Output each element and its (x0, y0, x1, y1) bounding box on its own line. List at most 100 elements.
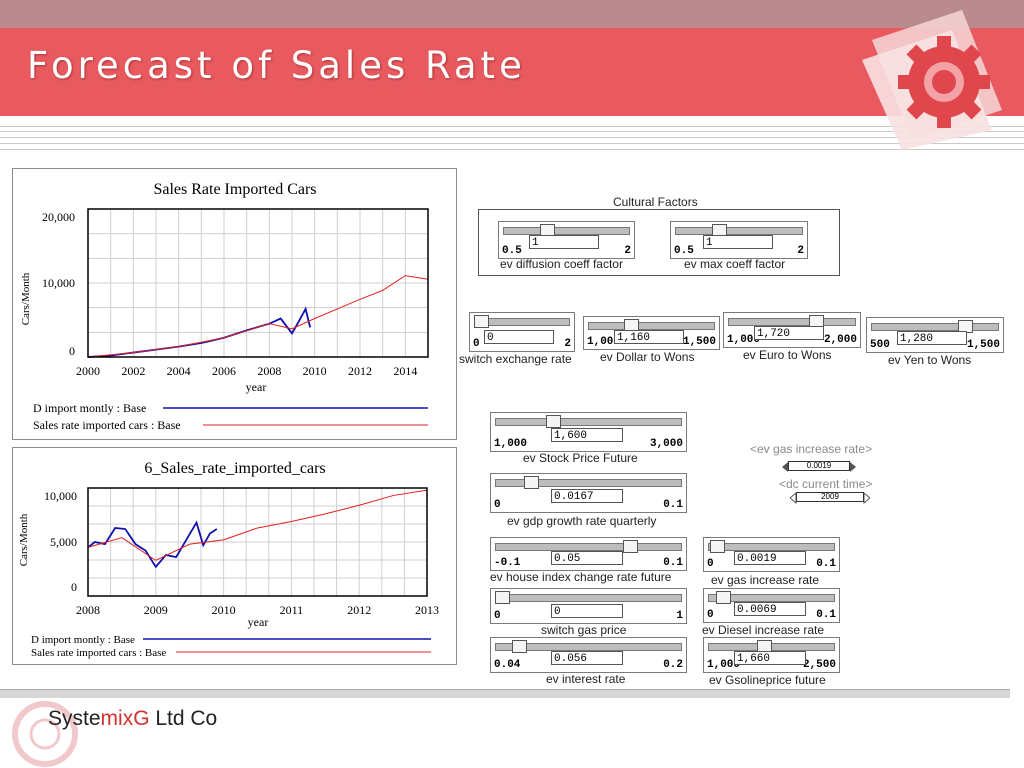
gauge-value: 0.0019 (788, 461, 850, 471)
slider-min: 1,000 (494, 438, 528, 450)
slider-value-input[interactable]: 0.056 (551, 651, 623, 665)
slider-label: ev Diesel increase rate (702, 623, 825, 637)
divider (0, 143, 1024, 144)
slider-thumb[interactable] (495, 591, 510, 604)
slider-house[interactable]: -0.1 0.1 0.05 (490, 537, 687, 571)
chart-panel-2: 6_Sales_rate_imported_cars Cars/Month ye… (12, 447, 457, 665)
slider-value-input[interactable]: 0 (551, 604, 623, 618)
company-logo: SystemixG Ltd Co (48, 707, 217, 731)
logo-text: Ltd Co (149, 707, 218, 730)
slider-value-input[interactable]: 1,600 (551, 428, 623, 442)
x-tick-label: 2012 (347, 603, 371, 617)
slider-thumb[interactable] (546, 415, 562, 428)
y-tick-label: 10,000 (44, 489, 77, 503)
series-line (87, 489, 428, 561)
slider-track[interactable] (495, 594, 682, 602)
slider-max: 1 (676, 610, 683, 622)
series-line (87, 275, 429, 358)
slider-value-input[interactable]: 0.0167 (551, 489, 623, 503)
slider-value-input[interactable]: 0 (484, 330, 554, 344)
slider-thumb[interactable] (623, 540, 639, 553)
slider-min: -0.1 (494, 557, 521, 569)
slider-thumb[interactable] (710, 540, 726, 553)
plot-frame (87, 487, 428, 597)
slider-gasinc[interactable]: 0 0.1 0.0019 (703, 537, 840, 572)
y-tick-label: 20,000 (42, 210, 75, 224)
cultural-factors-title: Cultural Factors (613, 195, 698, 209)
slider-track[interactable] (871, 323, 999, 331)
legend-label: D import montly : Base (31, 634, 135, 646)
slider-diesel[interactable]: 0 0.1 0.0069 (703, 588, 840, 623)
gauge-gas-increase: 0.0019 (782, 460, 856, 472)
slider-track[interactable] (495, 479, 682, 487)
slider-switch-gas[interactable]: 0 1 0 (490, 588, 687, 624)
slider-track[interactable] (675, 227, 803, 235)
legend-label: Sales rate imported cars : Base (33, 418, 181, 432)
slider-label: ev Euro to Wons (743, 348, 832, 362)
slider-value-input[interactable]: 1,720 (754, 326, 824, 340)
slider-gsoline[interactable]: 1,000 2,500 1,660 (703, 637, 840, 673)
slider-euro[interactable]: 1,000 2,000 1,720 (723, 312, 861, 348)
slider-min: 0 (494, 610, 501, 622)
slider-thumb[interactable] (524, 476, 540, 489)
slider-gdp[interactable]: 0 0.1 0.0167 (490, 473, 687, 513)
slider-track[interactable] (495, 643, 682, 651)
slider-max: 2,000 (823, 334, 857, 346)
y-axis-label: Cars/Month (20, 272, 32, 325)
slider-thumb[interactable] (512, 640, 528, 653)
slider-thumb[interactable] (474, 315, 489, 328)
scrollbar[interactable] (0, 689, 1010, 698)
slider-max: 0.2 (663, 659, 683, 671)
y-tick-label: 0 (71, 580, 77, 594)
slider-min: 1,000 (707, 659, 741, 671)
slider-max: 0.1 (663, 499, 683, 511)
slider-yen[interactable]: 500 1,500 1,280 (866, 317, 1004, 353)
slider-track[interactable] (708, 594, 835, 602)
chart-title: 6_Sales_rate_imported_cars (144, 460, 325, 477)
slider-max: 1,500 (966, 339, 1000, 351)
x-tick-label: 2012 (348, 364, 372, 378)
slider-maxcoeff[interactable]: 0.5 2 1 (670, 221, 808, 259)
slider-interest[interactable]: 0.04 0.2 0.056 (490, 637, 687, 673)
slider-label: ev interest rate (546, 672, 626, 686)
slider-value-input[interactable]: 0.0019 (734, 551, 806, 565)
slider-track[interactable] (495, 418, 682, 426)
slider-thumb[interactable] (715, 591, 731, 604)
x-tick-label: 2008 (76, 603, 100, 617)
chart-2: 6_Sales_rate_imported_cars Cars/Month ye… (18, 460, 439, 659)
page-title: Forecast of Sales Rate (27, 44, 526, 87)
x-tick-label: 2011 (280, 603, 304, 617)
slider-diffusion[interactable]: 0.5 2 1 (498, 221, 635, 259)
slider-value-input[interactable]: 1,160 (614, 330, 684, 344)
slider-track[interactable] (708, 543, 835, 551)
y-axis-label: Cars/Month (18, 513, 30, 566)
slider-dollar[interactable]: 1,000 1,500 1,160 (583, 316, 720, 350)
slider-max: 2 (797, 245, 804, 257)
slider-stock[interactable]: 1,000 3,000 1,600 (490, 412, 687, 452)
slider-value-input[interactable]: 0.0069 (734, 602, 806, 616)
slider-label: ev Gsolineprice future (709, 673, 826, 687)
slider-track[interactable] (728, 318, 856, 326)
slider-max: 2 (624, 245, 631, 257)
slider-track[interactable] (503, 227, 630, 235)
gauge-label: <ev gas increase rate> (750, 442, 873, 456)
slider-value-input[interactable]: 1,660 (734, 651, 806, 665)
slider-track[interactable] (588, 322, 715, 330)
slider-value-input[interactable]: 1,280 (897, 331, 967, 345)
plot-frame (87, 208, 429, 358)
slider-value-input[interactable]: 0.05 (551, 551, 623, 565)
slider-min: 1,000 (727, 334, 761, 346)
slider-min: 0.04 (494, 659, 521, 671)
slider-min: 0 (707, 609, 714, 621)
slider-min: 1,000 (587, 336, 621, 348)
logo-text-highlight: mixG (100, 707, 150, 730)
y-tick-label: 5,000 (50, 535, 77, 549)
chart-1: Sales Rate Imported Cars Cars/Month year… (20, 181, 429, 432)
x-tick-label: 2006 (212, 364, 236, 378)
x-tick-label: 2004 (167, 364, 191, 378)
slider-value-input[interactable]: 1 (703, 235, 773, 249)
slider-value-input[interactable]: 1 (529, 235, 599, 249)
slider-track[interactable] (495, 543, 682, 551)
divider (0, 149, 1024, 150)
